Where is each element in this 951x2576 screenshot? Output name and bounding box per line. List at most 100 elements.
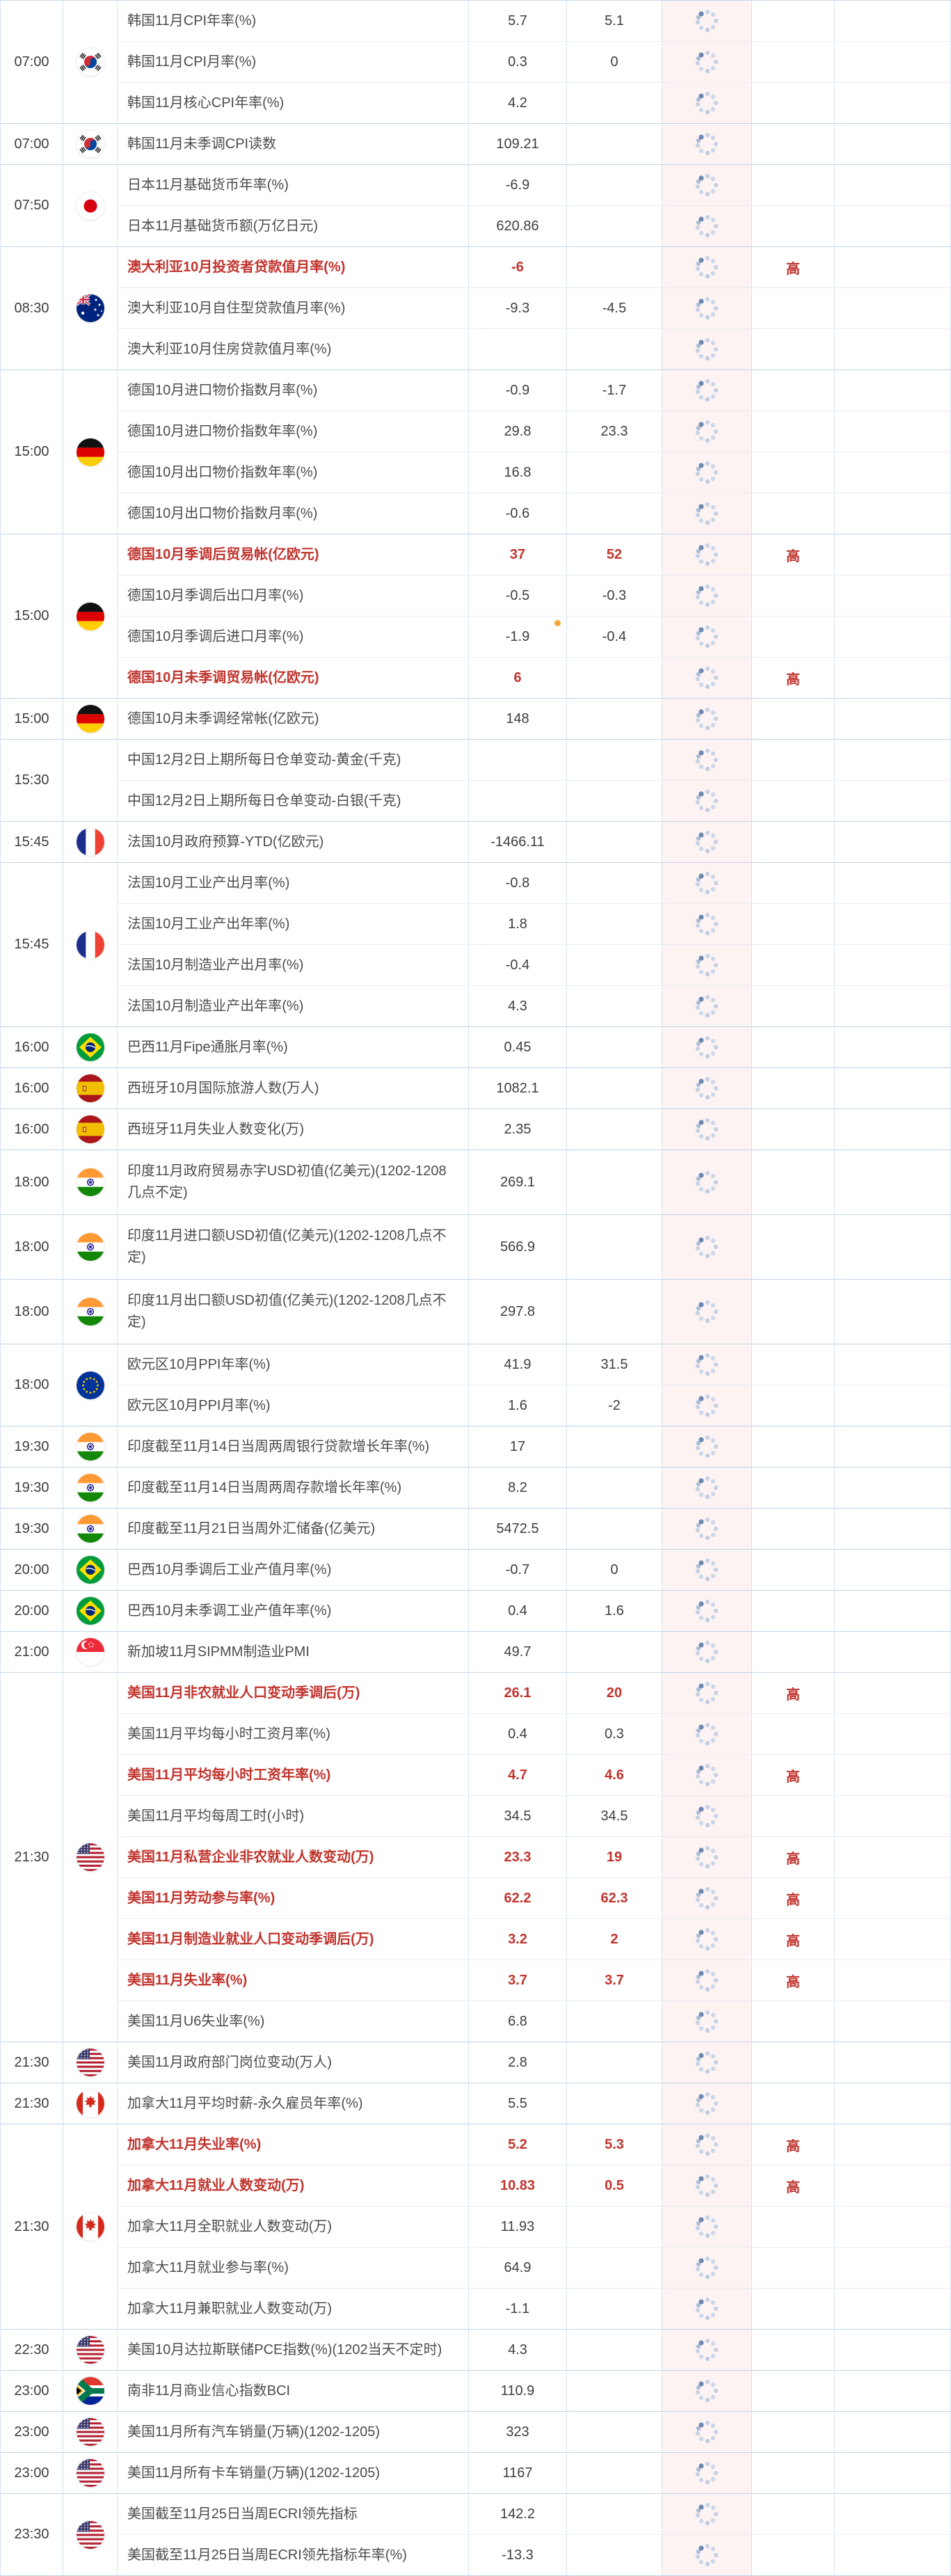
event-row[interactable]: 美国截至11月25日当周ECRI领先指标 142.2	[118, 2494, 951, 2535]
event-name-cell: 加拿大11月平均时薪-永久雇员年率(%)	[118, 2083, 469, 2124]
event-row[interactable]: 澳大利亚10月投资者贷款值月率(%) -6 高	[118, 247, 951, 288]
event-row[interactable]: 加拿大11月失业率(%) 5.2 5.3 高	[118, 2124, 951, 2165]
importance-cell	[752, 2494, 835, 2534]
event-row[interactable]: 美国11月失业率(%) 3.7 3.7 高	[118, 1960, 951, 2001]
event-row[interactable]: 日本11月基础货币年率(%) -6.9	[118, 165, 951, 206]
event-name-cell: 西班牙11月失业人数变化(万)	[118, 1109, 469, 1150]
previous-value-cell: 0.4	[469, 1591, 567, 1631]
australia-flag-icon	[76, 294, 104, 322]
event-row[interactable]: 印度截至11月21日当周外汇储备(亿美元) 5472.5	[118, 1509, 951, 1549]
south-korea-flag-icon	[76, 130, 104, 158]
event-row[interactable]: 美国11月平均每小时工资月率(%) 0.4 0.3	[118, 1714, 951, 1755]
forecast-value-cell: 0.5	[567, 2165, 662, 2206]
previous-value-cell: 16.8	[469, 452, 567, 493]
previous-value: -0.7	[505, 1561, 530, 1577]
event-row[interactable]: 韩国11月CPI年率(%) 5.7 5.1	[118, 1, 951, 42]
event-row[interactable]: 印度11月政府贸易赤字USD初值(亿美元)(1202-1208几点不定) 269…	[118, 1150, 951, 1214]
event-row[interactable]: 韩国11月核心CPI年率(%) 4.2	[118, 83, 951, 123]
event-row[interactable]: 德国10月出口物价指数月率(%) -0.6	[118, 493, 951, 534]
event-name-cell: 加拿大11月就业人数变动(万)	[118, 2165, 469, 2206]
spinner-cell	[662, 1755, 752, 1795]
previous-value-cell: 23.3	[469, 1837, 567, 1877]
spinner-cell	[662, 986, 752, 1026]
event-row[interactable]: 韩国11月未季调CPI读数 109.21	[118, 124, 951, 164]
importance-cell	[752, 493, 835, 534]
time-group: 23:30 美国截至11月25日当周ECRI领先指标 142.2 美国截至11月…	[1, 2494, 951, 2576]
event-row[interactable]: 欧元区10月PPI月率(%) 1.6 -2	[118, 1385, 951, 1426]
event-row[interactable]: 印度截至11月14日当周两周存款增长年率(%) 8.2	[118, 1468, 951, 1508]
event-row[interactable]: 德国10月未季调贸易帐(亿欧元) 6 高	[118, 658, 951, 698]
event-row[interactable]: 美国11月政府部门岗位变动(万人) 2.8	[118, 2042, 951, 2083]
event-row[interactable]: 法国10月工业产出年率(%) 1.8	[118, 904, 951, 945]
event-row[interactable]: 德国10月季调后出口月率(%) -0.5 -0.3	[118, 575, 951, 617]
event-row[interactable]: 法国10月工业产出月率(%) -0.8	[118, 863, 951, 904]
importance-cell	[752, 2083, 835, 2124]
time-group: 23:00 南非11月商业信心指数BCI 110.9	[1, 2371, 951, 2412]
previous-value-cell: 2.35	[469, 1109, 567, 1150]
event-row[interactable]: 南非11月商业信心指数BCI 110.9	[118, 2371, 951, 2411]
flag-cell	[63, 1027, 118, 1067]
event-row[interactable]: 加拿大11月全职就业人数变动(万) 11.93	[118, 2207, 951, 2248]
event-row[interactable]: 欧元区10月PPI年率(%) 41.9 31.5	[118, 1344, 951, 1385]
forecast-value: 0	[610, 1561, 618, 1577]
time-group: 16:00 西班牙11月失业人数变化(万) 2.35	[1, 1109, 951, 1150]
event-row[interactable]: 中国12月2日上期所每日仓单变动-白银(千克)	[118, 781, 951, 821]
empty-cell	[835, 2412, 951, 2452]
event-row[interactable]: 巴西11月Fipe通胀月率(%) 0.45	[118, 1027, 951, 1067]
event-row[interactable]: 德国10月进口物价指数月率(%) -0.9 -1.7	[118, 370, 951, 411]
event-row[interactable]: 加拿大11月平均时薪-永久雇员年率(%) 5.5	[118, 2083, 951, 2124]
empty-cell	[835, 247, 951, 287]
forecast-value-cell	[567, 1632, 662, 1672]
previous-value-cell: 2.8	[469, 2042, 567, 2083]
forecast-value-cell	[567, 2453, 662, 2493]
event-name: 德国10月进口物价指数月率(%)	[127, 382, 318, 398]
event-row[interactable]: 加拿大11月兼职就业人数变动(万) -1.1	[118, 2289, 951, 2329]
event-row[interactable]: 美国11月所有卡车销量(万辆)(1202-1205) 1167	[118, 2453, 951, 2493]
event-row[interactable]: 巴西10月未季调工业产值年率(%) 0.4 1.6	[118, 1591, 951, 1631]
time-label: 21:30	[1, 2083, 63, 2124]
event-row[interactable]: 加拿大11月就业参与率(%) 64.9	[118, 2248, 951, 2289]
event-row[interactable]: 韩国11月CPI月率(%) 0.3 0	[118, 42, 951, 83]
event-row[interactable]: 美国11月制造业就业人口变动季调后(万) 3.2 2 高	[118, 1919, 951, 1960]
importance-cell	[752, 2453, 835, 2493]
flag-cell	[63, 1109, 118, 1150]
event-row[interactable]: 美国11月U6失业率(%) 6.8	[118, 2001, 951, 2042]
event-row[interactable]: 印度截至11月14日当周两周银行贷款增长年率(%) 17	[118, 1426, 951, 1467]
event-row[interactable]: 澳大利亚10月自住型贷款值月率(%) -9.3 -4.5	[118, 288, 951, 329]
event-row[interactable]: 日本11月基础货币额(万亿日元) 620.86	[118, 206, 951, 246]
event-row[interactable]: 印度11月进口额USD初值(亿美元)(1202-1208几点不定) 566.9	[118, 1215, 951, 1279]
importance-cell	[752, 781, 835, 821]
event-row[interactable]: 德国10月未季调经常帐(亿欧元) 148	[118, 699, 951, 739]
event-row[interactable]: 新加坡11月SIPMM制造业PMI 49.7	[118, 1632, 951, 1672]
empty-cell	[835, 1385, 951, 1426]
event-row[interactable]: 美国11月劳动参与率(%) 62.2 62.3 高	[118, 1878, 951, 1919]
event-row[interactable]: 法国10月制造业产出年率(%) 4.3	[118, 986, 951, 1026]
event-row[interactable]: 美国11月非农就业人口变动季调后(万) 26.1 20 高	[118, 1673, 951, 1714]
event-row[interactable]: 德国10月出口物价指数年率(%) 16.8	[118, 452, 951, 493]
event-row[interactable]: 印度11月出口额USD初值(亿美元)(1202-1208几点不定) 297.8	[118, 1280, 951, 1344]
event-row[interactable]: 美国11月平均每小时工资年率(%) 4.7 4.6 高	[118, 1755, 951, 1796]
spinner-cell	[662, 1344, 752, 1385]
event-row[interactable]: 美国10月达拉斯联储PCE指数(%)(1202当天不定时) 4.3	[118, 2330, 951, 2370]
event-row[interactable]: 美国截至11月25日当周ECRI领先指标年率(%) -13.3	[118, 2535, 951, 2575]
previous-value: 8.2	[508, 1479, 527, 1495]
event-row[interactable]: 巴西10月季调后工业产值月率(%) -0.7 0	[118, 1550, 951, 1590]
event-row[interactable]: 美国11月所有汽车销量(万辆)(1202-1205) 323	[118, 2412, 951, 2452]
event-name: 德国10月出口物价指数月率(%)	[127, 505, 318, 521]
event-row[interactable]: 西班牙10月国际旅游人数(万人) 1082.1	[118, 1068, 951, 1108]
event-name-cell: 巴西11月Fipe通胀月率(%)	[118, 1027, 469, 1067]
event-row[interactable]: 西班牙11月失业人数变化(万) 2.35	[118, 1109, 951, 1150]
event-row[interactable]: 德国10月季调后进口月率(%) -1.9 -0.4	[118, 617, 951, 658]
event-row[interactable]: 德国10月季调后贸易帐(亿欧元) 37 52 高	[118, 534, 951, 575]
event-row[interactable]: 法国10月制造业产出月率(%) -0.4	[118, 945, 951, 986]
event-row[interactable]: 德国10月进口物价指数年率(%) 29.8 23.3	[118, 411, 951, 452]
event-row[interactable]: 美国11月私营企业非农就业人数变动(万) 23.3 19 高	[118, 1837, 951, 1878]
event-row[interactable]: 中国12月2日上期所每日仓单变动-黄金(千克)	[118, 740, 951, 781]
event-row[interactable]: 澳大利亚10月住房贷款值月率(%)	[118, 329, 951, 369]
empty-cell	[835, 740, 951, 780]
flag-cell	[63, 1673, 118, 2042]
event-row[interactable]: 加拿大11月就业人数变动(万) 10.83 0.5 高	[118, 2165, 951, 2207]
event-row[interactable]: 美国11月平均每周工时(小时) 34.5 34.5	[118, 1796, 951, 1837]
importance-cell	[752, 1714, 835, 1754]
event-row[interactable]: 法国10月政府预算-YTD(亿欧元) -1466.11	[118, 822, 951, 862]
